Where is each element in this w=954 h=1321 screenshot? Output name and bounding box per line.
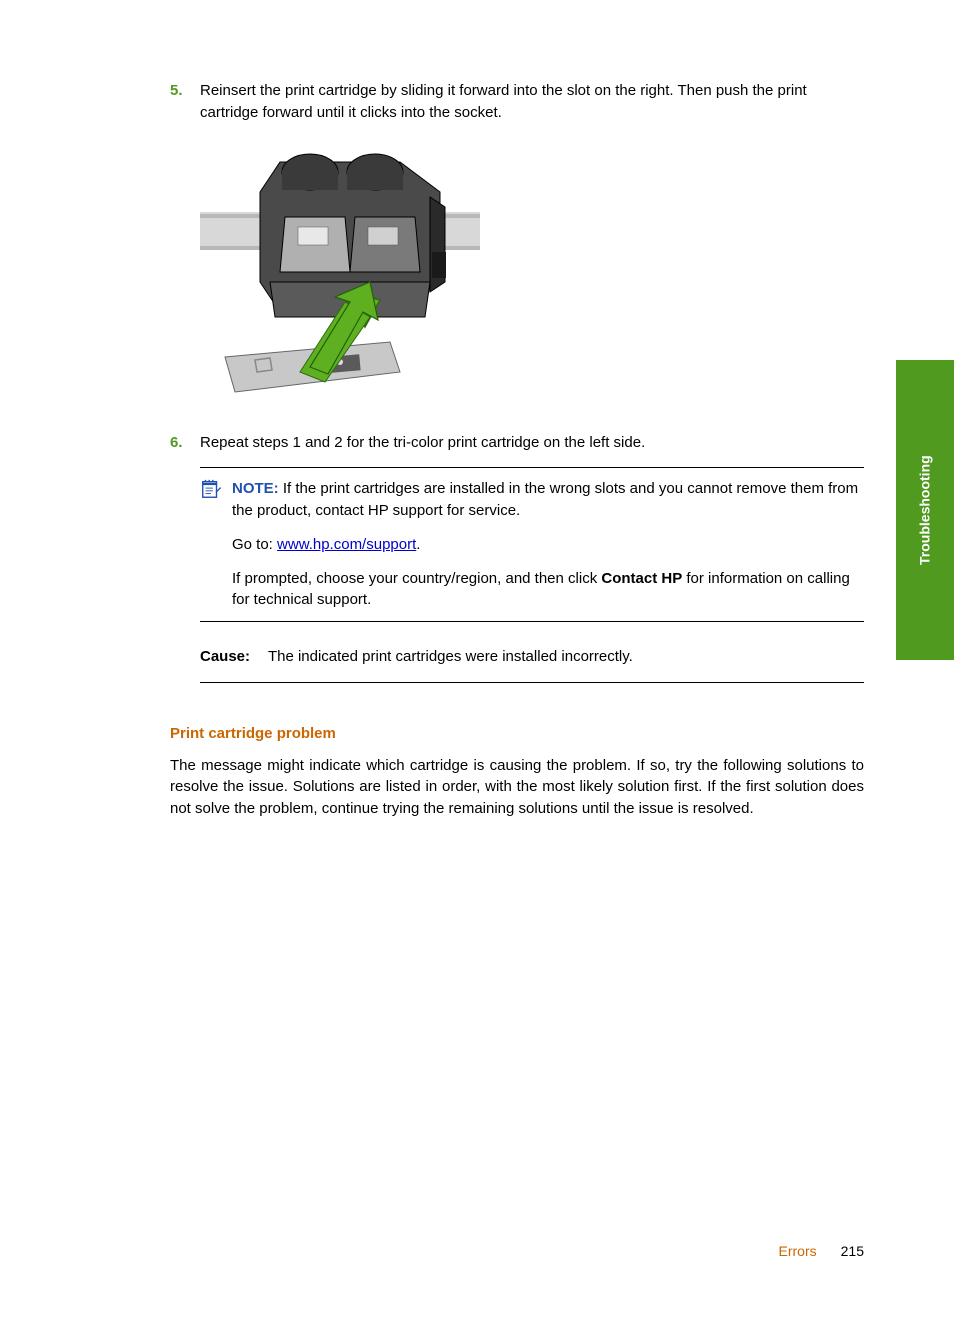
note-goto-suffix: . <box>416 536 420 553</box>
page-footer: Errors 215 <box>0 1241 954 1261</box>
note-line-1: NOTE: If the print cartridges are instal… <box>232 478 864 522</box>
note-label: NOTE: <box>232 480 279 497</box>
side-tab-label: Troubleshooting <box>915 455 935 565</box>
footer-section-label: Errors <box>779 1241 817 1261</box>
side-tab: Troubleshooting <box>896 360 954 660</box>
step-5-text: Reinsert the print cartridge by sliding … <box>200 80 864 124</box>
note-l3-bold: Contact HP <box>601 570 682 587</box>
note-line-3: If prompted, choose your country/region,… <box>232 568 864 612</box>
page-content: 5. Reinsert the print cartridge by slidi… <box>0 0 954 1321</box>
step-5-number: 5. <box>170 80 200 124</box>
section-body: The message might indicate which cartrid… <box>170 755 864 820</box>
support-link[interactable]: www.hp.com/support <box>277 536 416 553</box>
cause-text: The indicated print cartridges were inst… <box>268 648 633 665</box>
note-l3-p1: If prompted, choose your country/region,… <box>232 570 601 587</box>
cause-row: Cause: The indicated print cartridges we… <box>200 636 864 683</box>
step-5: 5. Reinsert the print cartridge by slidi… <box>170 80 864 124</box>
note-goto: Go to: www.hp.com/support. <box>232 534 864 556</box>
note-box: NOTE: If the print cartridges are instal… <box>200 467 864 622</box>
section-heading: Print cartridge problem <box>170 723 864 745</box>
step-6-text: Repeat steps 1 and 2 for the tri-color p… <box>200 432 864 454</box>
cartridge-illustration-svg <box>200 142 480 402</box>
note-text-1: If the print cartridges are installed in… <box>232 480 858 519</box>
cause-label: Cause: <box>200 648 250 665</box>
note-content: NOTE: If the print cartridges are instal… <box>232 478 864 611</box>
footer-page-number: 215 <box>841 1241 864 1261</box>
note-icon <box>200 478 222 500</box>
cartridge-figure <box>200 142 480 402</box>
note-goto-prefix: Go to: <box>232 536 277 553</box>
step-6: 6. Repeat steps 1 and 2 for the tri-colo… <box>170 432 864 454</box>
step-6-number: 6. <box>170 432 200 454</box>
